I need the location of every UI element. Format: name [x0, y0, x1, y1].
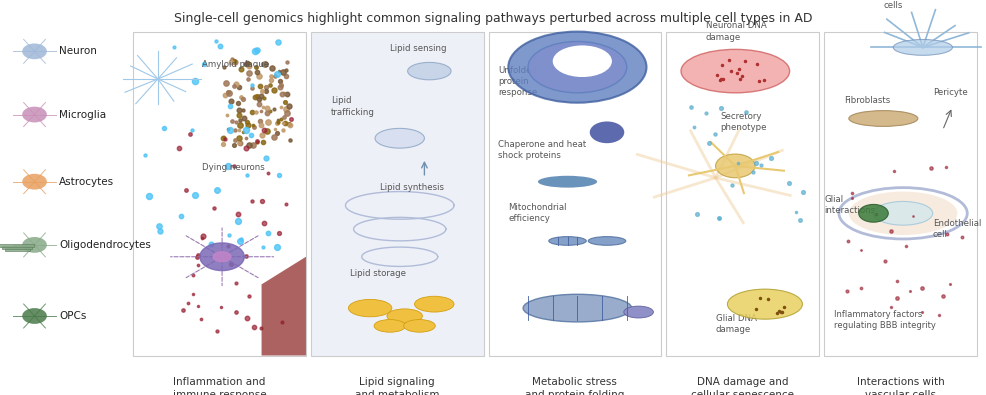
Ellipse shape	[858, 205, 887, 222]
Ellipse shape	[22, 174, 46, 190]
Polygon shape	[261, 257, 306, 356]
Ellipse shape	[892, 40, 951, 55]
Bar	[2, 246, 32, 249]
Text: Lipid signaling
and metabolism: Lipid signaling and metabolism	[355, 377, 439, 395]
Ellipse shape	[22, 107, 46, 122]
FancyBboxPatch shape	[488, 32, 661, 356]
Ellipse shape	[22, 308, 46, 324]
Text: Mitochondrial
efficiency: Mitochondrial efficiency	[508, 203, 566, 223]
Text: OPCs: OPCs	[59, 311, 87, 321]
Circle shape	[375, 128, 424, 148]
Text: Microglia: Microglia	[59, 109, 106, 120]
Text: Chaperone and heat
shock proteins: Chaperone and heat shock proteins	[498, 140, 586, 160]
Text: Interactions with
vascular cells: Interactions with vascular cells	[856, 377, 944, 395]
Ellipse shape	[589, 122, 623, 143]
Circle shape	[403, 320, 435, 332]
Text: Dying neurons: Dying neurons	[202, 163, 265, 172]
Ellipse shape	[548, 237, 586, 245]
Text: Unfolded
protein
response: Unfolded protein response	[498, 66, 537, 97]
Text: Lipid sensing: Lipid sensing	[389, 44, 446, 53]
Ellipse shape	[22, 43, 46, 59]
Text: Lipid storage: Lipid storage	[350, 269, 406, 278]
FancyBboxPatch shape	[666, 32, 818, 356]
Text: Single-cell genomics highlight common signaling pathways perturbed across multip: Single-cell genomics highlight common si…	[175, 12, 811, 25]
Circle shape	[374, 320, 405, 332]
Text: DNA damage and
cellular senescence: DNA damage and cellular senescence	[690, 377, 794, 395]
Text: Oligodendrocytes: Oligodendrocytes	[59, 240, 151, 250]
Ellipse shape	[199, 243, 245, 271]
Text: Inflammation and
immune response: Inflammation and immune response	[173, 377, 266, 395]
Text: Glial
interactions: Glial interactions	[823, 195, 875, 215]
Ellipse shape	[537, 176, 597, 188]
Ellipse shape	[588, 237, 625, 245]
FancyBboxPatch shape	[311, 32, 483, 356]
Text: Endothelial
cell: Endothelial cell	[932, 219, 980, 239]
Circle shape	[387, 309, 422, 323]
FancyBboxPatch shape	[823, 32, 976, 356]
Text: Neuronal DNA
damage: Neuronal DNA damage	[705, 21, 766, 41]
Text: Amyloid plaque: Amyloid plaque	[202, 60, 269, 69]
Ellipse shape	[508, 32, 646, 103]
Circle shape	[848, 192, 956, 235]
Ellipse shape	[523, 294, 631, 322]
Text: Lipid synthesis: Lipid synthesis	[380, 182, 444, 192]
Bar	[0, 244, 34, 247]
Text: Pericyte: Pericyte	[932, 88, 966, 97]
Bar	[5, 248, 30, 251]
Text: Secretory
phenotype: Secretory phenotype	[720, 112, 766, 132]
Text: Smooth
muscle
cells: Smooth muscle cells	[876, 0, 909, 10]
Ellipse shape	[528, 41, 626, 93]
Text: Astrocytes: Astrocytes	[59, 177, 114, 187]
Text: Glial DNA
damage: Glial DNA damage	[715, 314, 755, 334]
Text: Metabolic stress
and protein folding: Metabolic stress and protein folding	[525, 377, 624, 395]
Circle shape	[348, 299, 391, 317]
Circle shape	[873, 201, 932, 225]
Circle shape	[407, 62, 451, 80]
Circle shape	[680, 49, 789, 93]
Ellipse shape	[552, 45, 611, 77]
FancyBboxPatch shape	[133, 32, 306, 356]
Circle shape	[623, 306, 653, 318]
Text: Lipid
trafficking: Lipid trafficking	[330, 96, 374, 117]
Circle shape	[727, 289, 802, 319]
Ellipse shape	[213, 252, 231, 261]
Text: Fibroblasts: Fibroblasts	[843, 96, 889, 105]
Text: Neuron: Neuron	[59, 46, 97, 56]
Ellipse shape	[22, 237, 46, 253]
Ellipse shape	[848, 111, 917, 126]
Text: Inflammatory factors
regulating BBB integrity: Inflammatory factors regulating BBB inte…	[833, 310, 935, 330]
Circle shape	[414, 296, 454, 312]
Ellipse shape	[715, 154, 754, 178]
